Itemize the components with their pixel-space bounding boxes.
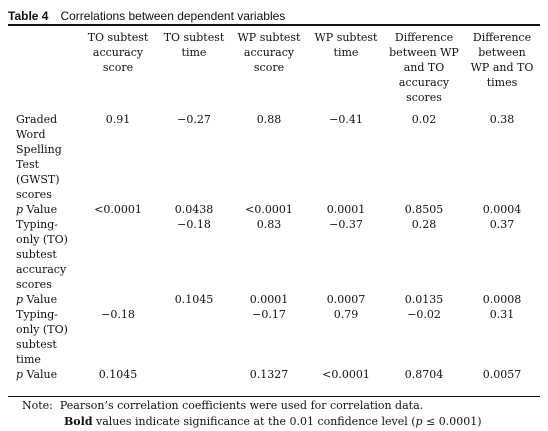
note-significance-text: values indicate significance at the 0.01… — [96, 415, 416, 428]
note-p-symbol: p — [415, 415, 423, 428]
column-header: Difference between WP and TO accuracy sc… — [389, 31, 459, 104]
table-cell: −0.37 — [329, 218, 363, 231]
table-cell: 0.1327 — [249, 368, 289, 381]
correlation-table: TO subtest accuracy score TO subtest time… — [8, 30, 540, 382]
table-cell: 0.0008 — [482, 293, 522, 306]
table-cell: <0.0001 — [245, 203, 293, 216]
column-header: WP subtest accuracy score — [237, 31, 301, 74]
table-cell: 0.0057 — [482, 368, 522, 381]
table-row: Graded Word Spelling Test (GWST) scores 0… — [8, 112, 540, 202]
table-cell: −0.02 — [407, 308, 441, 321]
column-header-stub — [8, 30, 78, 112]
note-prefix: Note: — [22, 399, 53, 412]
table-number: Table 4 — [8, 9, 49, 23]
top-rule — [8, 24, 540, 26]
table-cell: 0.0438 — [174, 203, 214, 216]
table-cell: 0.83 — [256, 218, 282, 231]
column-header: WP subtest time — [314, 31, 378, 59]
p-symbol: p — [16, 368, 24, 381]
note-bold-word: Bold — [64, 415, 93, 428]
table-header: TO subtest accuracy score TO subtest time… — [8, 30, 540, 112]
table-cell: 0.02 — [411, 113, 437, 126]
table-row: p Value <0.0001 0.0438 <0.0001 0.0001 0.8505 0… — [8, 202, 540, 217]
table-row: Typing- only (TO) subtest time −0.18 −0.17… — [8, 307, 540, 367]
table-cell: −0.17 — [252, 308, 286, 321]
table-cell: 0.8704 — [404, 368, 444, 381]
column-header: TO subtest accuracy score — [87, 31, 149, 74]
table-cell: <0.0001 — [94, 203, 142, 216]
row-label: Graded Word Spelling Test (GWST) scores — [16, 113, 62, 201]
table-title: Correlations between dependent variables — [60, 9, 286, 23]
p-symbol: p — [16, 203, 24, 216]
row-label: p Value — [8, 202, 78, 217]
table-cell: 0.0135 — [404, 293, 444, 306]
p-value-label: Value — [23, 203, 58, 216]
table-cell: 0.91 — [105, 113, 131, 126]
table-cell: 0.37 — [489, 218, 515, 231]
p-value-label: Value — [23, 293, 58, 306]
table-cell: 0.28 — [411, 218, 437, 231]
bottom-rule — [8, 396, 540, 397]
note-threshold: ≤ 0.0001) — [426, 415, 482, 428]
table-cell: −0.27 — [177, 113, 211, 126]
table-note-2: Bold values indicate significance at the… — [64, 415, 482, 428]
table-cell — [78, 217, 158, 292]
table-cell: 0.0004 — [482, 203, 522, 216]
row-label: Typing- only (TO) subtest time — [16, 308, 68, 366]
table-cell: 0.31 — [489, 308, 515, 321]
table-row: Typing- only (TO) subtest accuracy score… — [8, 217, 540, 292]
column-header: TO subtest time — [163, 31, 225, 59]
table-row: p Value 0.1045 0.1327 <0.0001 0.8704 0.0057 — [8, 367, 540, 382]
table-cell — [78, 292, 158, 307]
table-cell: <0.0001 — [322, 368, 370, 381]
table-cell: −0.18 — [177, 218, 211, 231]
table-cell: 0.0001 — [326, 203, 366, 216]
table-cell: 0.88 — [256, 113, 282, 126]
row-label: p Value — [8, 367, 78, 382]
table-cell — [158, 367, 230, 382]
table-cell: 0.79 — [333, 308, 359, 321]
note-text: Pearson’s correlation coefficients were … — [59, 399, 424, 412]
table-caption: Table 4 Correlations between dependent va… — [8, 9, 285, 23]
table-cell: −0.18 — [101, 308, 135, 321]
table-cell: 0.1045 — [98, 368, 138, 381]
table-row: p Value 0.1045 0.0001 0.0007 0.0135 0.0008 — [8, 292, 540, 307]
table-cell: 0.1045 — [174, 293, 214, 306]
row-label: Typing- only (TO) subtest accuracy score… — [16, 218, 68, 291]
table-note-1: Note: Pearson’s correlation coefficients… — [22, 399, 423, 412]
column-header: Difference between WP and TO times — [470, 31, 534, 89]
table-cell — [158, 307, 230, 367]
table-cell: 0.0001 — [249, 293, 289, 306]
p-value-label: Value — [23, 368, 58, 381]
row-label: p Value — [8, 292, 78, 307]
table-cell: 0.38 — [489, 113, 515, 126]
p-symbol: p — [16, 293, 24, 306]
table-cell: 0.0007 — [326, 293, 366, 306]
table-body: Graded Word Spelling Test (GWST) scores 0… — [8, 112, 540, 382]
table-cell: −0.41 — [329, 113, 363, 126]
table-cell: 0.8505 — [404, 203, 444, 216]
